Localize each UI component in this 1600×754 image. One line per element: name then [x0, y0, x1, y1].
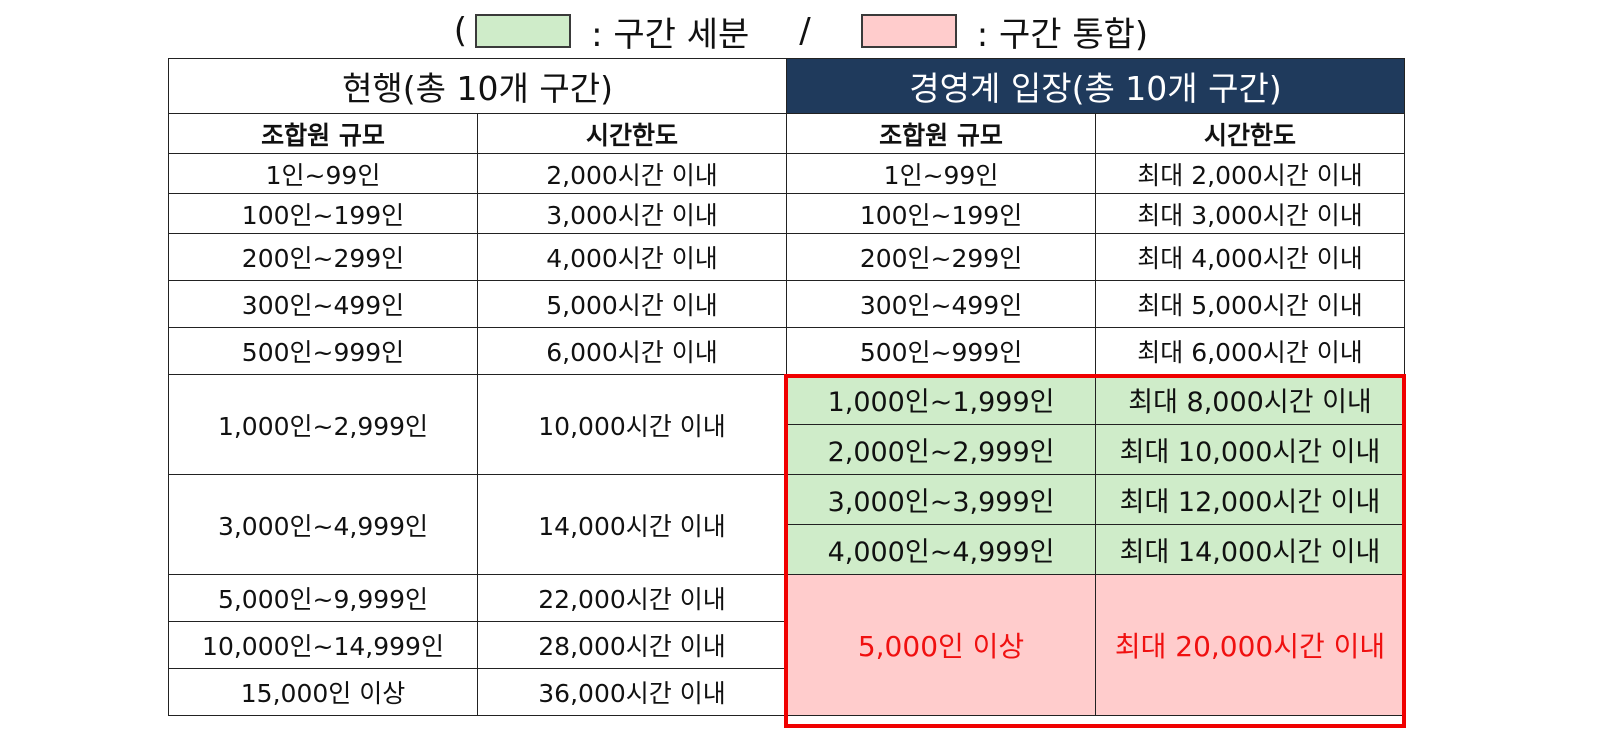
table-row: 2,000인~2,999인 최대 10,000시간 이내	[169, 424, 1406, 475]
table-row: 15,000인 이상 36,000시간 이내	[168, 668, 1405, 716]
proposal-members-cell: 300인~499인	[786, 280, 1097, 328]
current-hours-cell: 14,000시간 이내	[476, 474, 788, 575]
current-members-cell: 200인~299인	[168, 233, 478, 281]
current-hours-header: 시간한도	[476, 113, 788, 154]
current-members-header: 조합원 규모	[168, 113, 478, 154]
current-members-cell: 1,000인~2,999인	[168, 374, 478, 475]
proposal-hours-cell-subdivided: 최대 12,000시간 이내	[1095, 474, 1406, 525]
current-hours-cell: 4,000시간 이내	[476, 233, 788, 281]
proposal-members-cell-subdivided: 2,000인~2,999인	[786, 424, 1097, 475]
proposal-members-cell: 1인~99인	[786, 153, 1097, 194]
current-title: 현행(총 10개 구간)	[167, 58, 788, 114]
proposal-members-cell: 100인~199인	[786, 193, 1097, 234]
table-row: 1인~99인 2,000시간 이내 1인~99인 최대 2,000시간 이내	[168, 153, 1406, 194]
current-hours-cell: 2,000시간 이내	[476, 153, 788, 194]
legend-separator: /	[799, 11, 811, 51]
table-row: 1,000인~2,999인 10,000시간 이내 1,000인~1,999인 …	[168, 374, 1406, 475]
legend-merge-label: : 구간 통합)	[976, 14, 1149, 55]
current-members-cell: 1인~99인	[168, 153, 478, 194]
proposal-hours-cell: 최대 4,000시간 이내	[1095, 233, 1406, 281]
proposal-hours-cell: 최대 5,000시간 이내	[1095, 280, 1406, 328]
proposal-title: 경영계 입장(총 10개 구간)	[786, 58, 1406, 114]
proposal-hours-cell: 최대 6,000시간 이내	[1095, 327, 1406, 375]
current-members-cell: 10,000인~14,999인	[168, 621, 478, 669]
legend: ( : 구간 세분 / : 구간 통합)	[0, 6, 1600, 56]
table-row: 4,000인~4,999인 최대 14,000시간 이내	[169, 524, 1406, 575]
current-hours-cell: 3,000시간 이내	[476, 193, 788, 234]
proposal-members-cell-subdivided: 3,000인~3,999인	[786, 474, 1097, 525]
table-row: 200인~299인 4,000시간 이내 200인~299인 최대 4,000시…	[168, 233, 1406, 281]
proposal-hours-cell-subdivided: 최대 10,000시간 이내	[1095, 424, 1406, 475]
proposal-hours-cell: 최대 2,000시간 이내	[1095, 153, 1406, 194]
current-members-cell: 300인~499인	[168, 280, 478, 328]
table-row: 500인~999인 6,000시간 이내 500인~999인 최대 6,000시…	[168, 327, 1406, 375]
table-row: 5,000인~9,999인 22,000시간 이내 5,000인 이상 최대 2…	[168, 574, 1406, 716]
current-members-cell: 3,000인~4,999인	[168, 474, 478, 575]
table-row: 10,000인~14,999인 28,000시간 이내	[168, 621, 1405, 669]
proposal-hours-cell-subdivided: 최대 14,000시간 이내	[1095, 524, 1406, 575]
proposal-members-cell-subdivided: 4,000인~4,999인	[786, 524, 1097, 575]
proposal-members-header: 조합원 규모	[786, 113, 1097, 154]
proposal-members-cell-subdivided: 1,000인~1,999인	[786, 374, 1097, 425]
current-members-cell: 100인~199인	[168, 193, 478, 234]
table-row: 100인~199인 3,000시간 이내 100인~199인 최대 3,000시…	[168, 193, 1406, 234]
table-row: 300인~499인 5,000시간 이내 300인~499인 최대 5,000시…	[168, 280, 1406, 328]
current-hours-cell: 22,000시간 이내	[476, 574, 788, 622]
proposal-members-cell: 500인~999인	[786, 327, 1097, 375]
proposal-hours-cell-subdivided: 최대 8,000시간 이내	[1095, 374, 1406, 425]
comparison-table: 현행(총 10개 구간) 경영계 입장(총 10개 구간) 조합원 규모 시간한…	[167, 58, 1406, 716]
current-hours-cell: 6,000시간 이내	[476, 327, 788, 375]
current-hours-cell: 28,000시간 이내	[476, 621, 788, 669]
proposal-hours-cell-merged: 최대 20,000시간 이내	[1095, 574, 1406, 716]
proposal-members-cell-merged: 5,000인 이상	[786, 574, 1097, 716]
current-hours-cell: 36,000시간 이내	[476, 668, 788, 716]
current-members-cell: 500인~999인	[168, 327, 478, 375]
current-hours-cell: 10,000시간 이내	[476, 374, 788, 475]
legend-subdivide-label: : 구간 세분	[591, 14, 750, 55]
legend-subdivide-swatch	[475, 14, 572, 48]
legend-open-paren: (	[453, 11, 468, 51]
proposal-members-cell: 200인~299인	[786, 233, 1097, 281]
proposal-hours-header: 시간한도	[1095, 113, 1406, 154]
current-members-cell: 5,000인~9,999인	[168, 574, 478, 622]
current-members-cell: 15,000인 이상	[168, 668, 478, 716]
proposal-hours-cell: 최대 3,000시간 이내	[1095, 193, 1406, 234]
legend-merge-swatch	[860, 14, 957, 48]
current-hours-cell: 5,000시간 이내	[476, 280, 788, 328]
table-row: 3,000인~4,999인 14,000시간 이내 3,000인~3,999인 …	[168, 474, 1406, 575]
